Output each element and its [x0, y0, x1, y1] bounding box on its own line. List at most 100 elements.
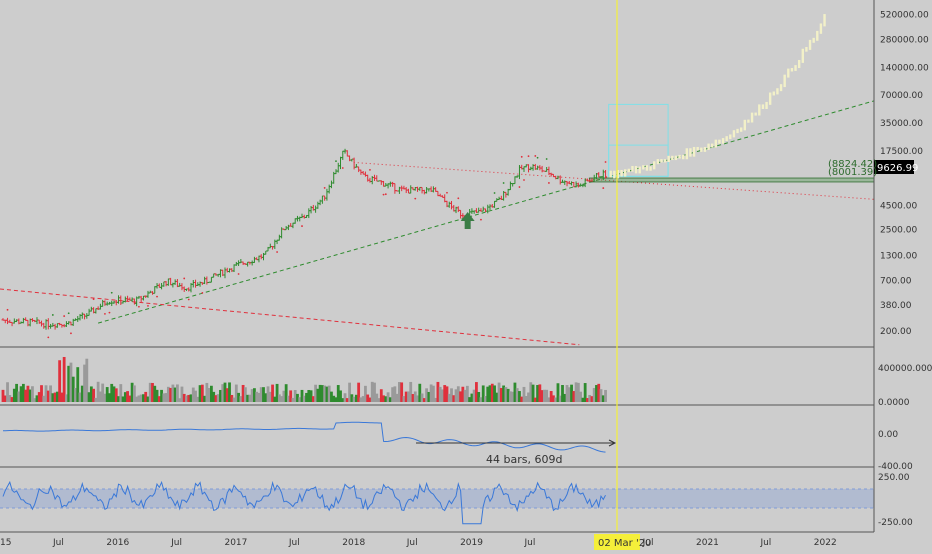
- volume-bar: [488, 385, 492, 402]
- volume-bar: [191, 387, 195, 402]
- projection-candle: [671, 155, 674, 161]
- volume-bar: [395, 393, 399, 402]
- price-axis-label: 200.00: [880, 327, 912, 337]
- oscillator-2-axis-label: -250.00: [878, 518, 913, 528]
- volume-bar: [155, 389, 159, 402]
- volume-bar: [17, 391, 21, 402]
- volume-bar: [178, 398, 182, 402]
- oscillator-2-axis-labels: 250.00 -250.00: [878, 473, 913, 528]
- projection-candle: [797, 59, 801, 69]
- volume-bar: [153, 385, 157, 402]
- volume-bar: [257, 392, 261, 402]
- volume-bar: [287, 395, 290, 402]
- volume-bar: [171, 384, 175, 402]
- volume-bar: [431, 385, 435, 402]
- volume-bar: [108, 393, 111, 402]
- volume-bar: [425, 388, 428, 402]
- volume-bar: [359, 397, 363, 402]
- pivot-marker: [110, 291, 113, 294]
- volume-bar: [354, 394, 358, 402]
- volume-bar: [339, 390, 342, 402]
- volume-bar: [409, 381, 413, 402]
- volume-bar: [3, 395, 7, 402]
- volume-bar: [454, 389, 458, 402]
- projection-candle: [631, 165, 634, 172]
- volume-bar: [282, 390, 286, 402]
- oscillator-1-pane[interactable]: 44 bars, 609d: [2, 421, 617, 466]
- last-price-tag: [874, 160, 914, 174]
- volume-bar: [513, 382, 517, 402]
- projection-candle: [652, 161, 656, 170]
- volume-bar: [291, 397, 295, 402]
- volume-bar: [574, 382, 578, 402]
- volume-bar: [309, 390, 313, 402]
- projection-candle: [674, 155, 678, 161]
- volume-bar: [343, 393, 347, 402]
- volume-bar: [207, 388, 211, 402]
- volume-bar: [51, 393, 55, 402]
- volume-bar: [445, 386, 449, 402]
- volume-bar: [393, 386, 397, 402]
- pivot-marker: [301, 225, 303, 227]
- price-axis-label: 700.00: [880, 277, 912, 287]
- volume-bar: [336, 385, 340, 402]
- volume-bar: [542, 389, 546, 402]
- projection-candle: [681, 154, 685, 160]
- volume-bar: [144, 391, 148, 402]
- volume-bar: [228, 382, 231, 402]
- pivot-marker: [414, 197, 417, 200]
- pivot-marker: [502, 182, 505, 184]
- volume-bar: [391, 387, 395, 402]
- oscillator-2-pane[interactable]: [0, 480, 874, 525]
- buy-signal-arrow-icon: [460, 212, 475, 229]
- volume-bar: [114, 388, 118, 402]
- volume-bar: [368, 397, 372, 402]
- price-axis[interactable]: 520000.00 280000.00 140000.00 70000.00 35000…: [828, 0, 932, 532]
- volume-bar: [239, 396, 243, 402]
- projection-candle: [714, 139, 718, 148]
- volume-bar: [266, 386, 270, 402]
- volume-bar: [481, 385, 485, 402]
- volume-axis-labels: 400000.0000 0.0000: [878, 364, 932, 408]
- volume-bar: [293, 390, 297, 402]
- volume-bar: [126, 391, 129, 402]
- time-axis[interactable]: 2015 Jul 2016 Jul 2017 Jul 2018 Jul 2019 Jul Jul 20…: [0, 531, 874, 550]
- projection-candle: [779, 84, 783, 92]
- price-candles: [1, 148, 608, 330]
- price-axis-label: 140000.00: [880, 63, 929, 73]
- volume-bar: [117, 396, 120, 402]
- volume-bar: [46, 390, 50, 402]
- volume-bar: [518, 391, 521, 402]
- volume-bar: [357, 382, 361, 402]
- volume-bar: [234, 384, 238, 402]
- pivot-marker: [47, 336, 50, 339]
- volume-bar: [123, 392, 127, 402]
- volume-bar: [221, 384, 225, 402]
- projection-candle: [729, 134, 732, 140]
- volume-bar: [225, 388, 229, 402]
- projection-candle: [685, 148, 689, 160]
- volume-bar: [205, 382, 209, 402]
- volume-bar: [275, 383, 279, 402]
- projection-candle: [765, 101, 768, 109]
- volume-bar: [24, 389, 28, 402]
- volume-bar: [40, 385, 43, 402]
- volume-pane[interactable]: [1, 356, 607, 402]
- volume-bar: [273, 396, 277, 402]
- projection-candle: [696, 146, 699, 151]
- trendline-1: [0, 288, 580, 346]
- volume-bar: [533, 397, 537, 402]
- volume-bar: [558, 395, 562, 402]
- volume-bar: [364, 385, 367, 402]
- projection-candle: [812, 37, 815, 43]
- projection-candle: [725, 136, 728, 141]
- projection-candle: [703, 147, 707, 152]
- volume-bar: [484, 396, 487, 402]
- volume-bar: [316, 388, 320, 402]
- projection-candle: [732, 130, 736, 138]
- volume-bar: [31, 386, 34, 402]
- volume-bar: [8, 395, 12, 402]
- volume-bar: [438, 386, 442, 402]
- projection-candle: [667, 155, 670, 163]
